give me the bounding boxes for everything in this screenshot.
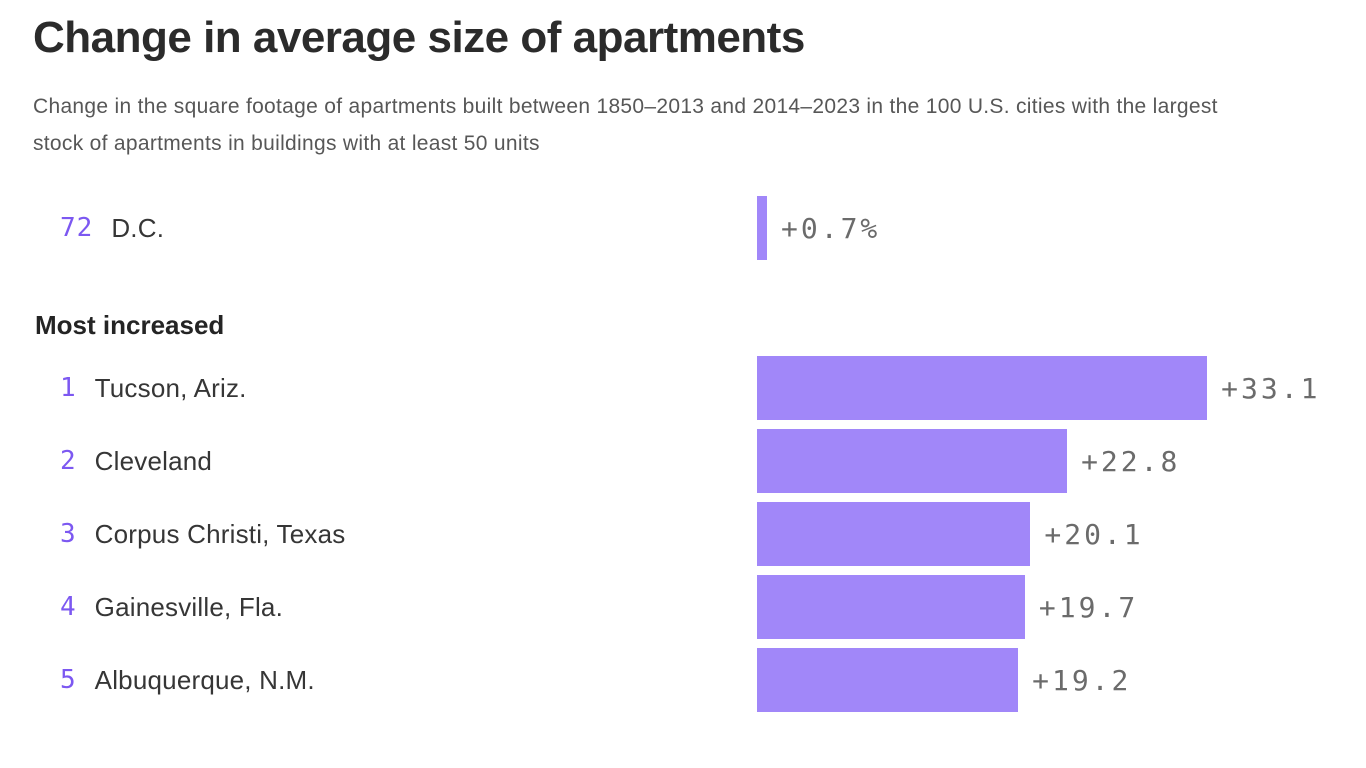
rank-number: 5 [60,665,77,695]
rank-number: 4 [60,592,77,622]
city-label: Albuquerque, N.M. [94,664,315,695]
row-label-area: 72 D.C. [33,213,757,244]
city-label: Tucson, Ariz. [94,372,247,403]
bar-cleveland [757,429,1068,493]
bar-tucson [757,356,1208,420]
chart-subtitle: Change in the square footage of apartmen… [33,95,1218,155]
value-label: +20.1 [1044,517,1144,551]
row-label-area: 5 Albuquerque, N.M. [33,665,757,696]
bar-gainesville [757,575,1025,639]
bar-row-1: 1 Tucson, Ariz. +33.1 [33,356,1336,420]
bar-albuquerque [757,648,1019,712]
bar-row-3: 3 Corpus Christi, Texas +20.1 [33,502,1336,566]
rank-number: 3 [60,519,77,549]
row-bar-area: +19.7 [757,575,1138,639]
rank-number: 2 [60,446,77,476]
value-label: +33.1 [1221,371,1321,405]
city-label: Cleveland [94,445,213,476]
value-label: +22.8 [1081,444,1181,478]
bar-dc [757,196,767,260]
bar-corpus-christi [757,502,1031,566]
row-label-area: 1 Tucson, Ariz. [33,373,757,404]
value-label: +19.2 [1032,663,1132,697]
bar-row-dc: 72 D.C. +0.7% [33,196,1336,260]
city-label: D.C. [111,212,165,243]
bar-row-2: 2 Cleveland +22.8 [33,429,1336,493]
value-label: +19.7 [1038,590,1139,624]
value-label: +0.7% [781,211,881,245]
chart-title: Change in average size of apartments [33,13,805,62]
rank-number: 72 [60,213,94,243]
row-label-area: 4 Gainesville, Fla. [33,592,757,623]
row-label-area: 2 Cleveland [33,446,757,477]
rank-number: 1 [60,373,77,403]
city-label: Gainesville, Fla. [94,591,284,622]
bar-row-4: 4 Gainesville, Fla. +19.7 [33,575,1336,639]
row-bar-area: +33.1 [757,356,1320,420]
row-bar-area: +20.1 [757,502,1144,566]
section-header-most-increased: Most increased [35,310,225,340]
row-bar-area: +22.8 [757,429,1180,493]
bar-row-5: 5 Albuquerque, N.M. +19.2 [33,648,1336,712]
row-bar-area: +0.7% [757,196,880,260]
city-label: Corpus Christi, Texas [94,518,346,549]
row-bar-area: +19.2 [757,648,1131,712]
row-label-area: 3 Corpus Christi, Texas [33,519,757,550]
